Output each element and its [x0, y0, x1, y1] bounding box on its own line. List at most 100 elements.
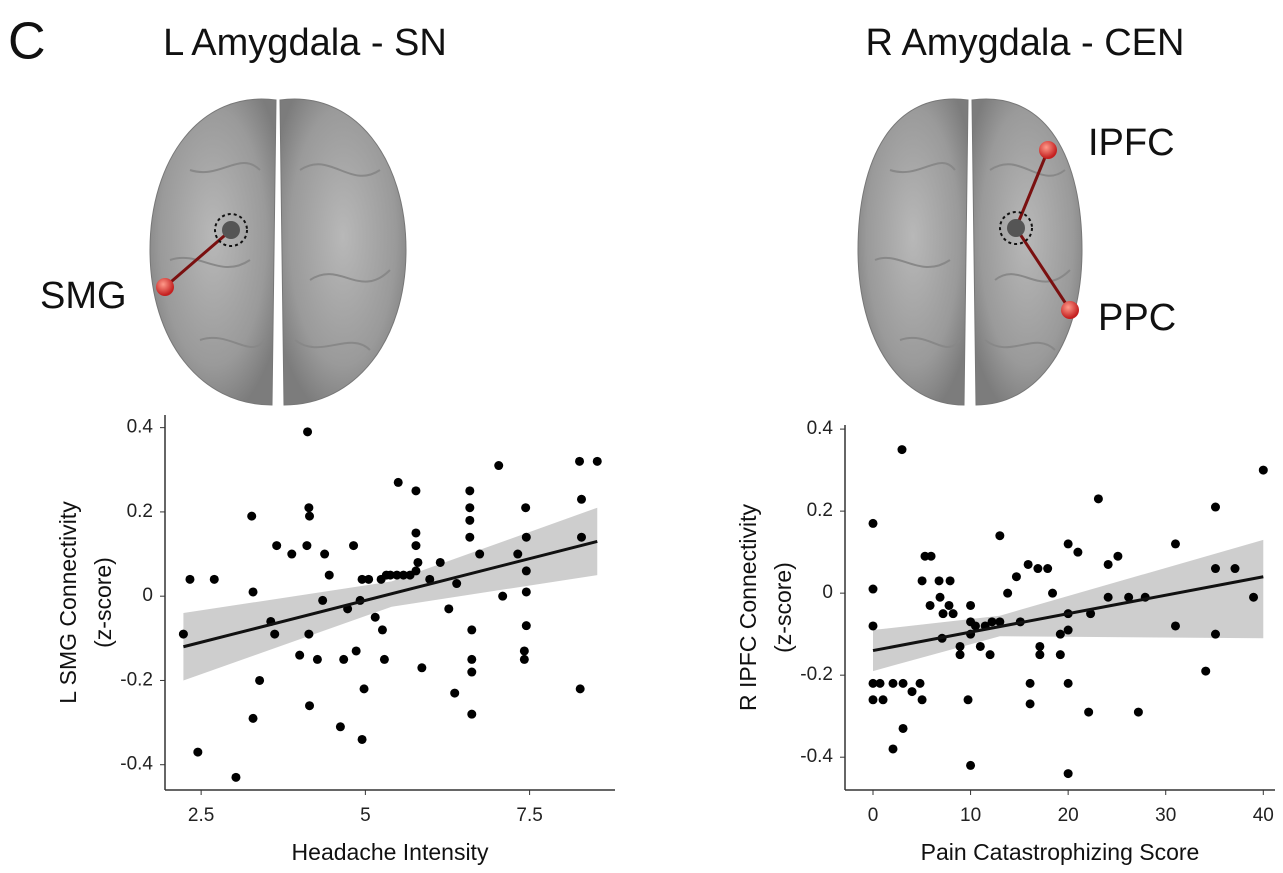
data-point: [185, 574, 195, 584]
data-point: [450, 688, 460, 698]
data-point: [1113, 551, 1123, 561]
data-point: [411, 566, 421, 576]
data-point: [1063, 769, 1073, 779]
data-point: [1170, 621, 1180, 631]
data-point: [966, 760, 976, 770]
y-tick-label: -0.2: [120, 669, 153, 690]
data-point: [915, 678, 925, 688]
data-point: [1055, 629, 1065, 639]
data-point: [312, 654, 322, 664]
data-point: [995, 617, 1005, 627]
data-point: [935, 592, 945, 602]
data-point: [907, 687, 917, 697]
data-point: [888, 744, 898, 754]
data-point: [963, 695, 973, 705]
data-point: [521, 621, 531, 631]
chart-title: R Amygdala - CEN: [866, 22, 1185, 64]
data-point: [955, 641, 965, 651]
fit-line: [872, 575, 1264, 653]
data-point: [417, 663, 427, 673]
data-point: [521, 532, 531, 542]
data-point: [1025, 699, 1035, 709]
data-point: [592, 456, 602, 466]
data-point: [944, 600, 954, 610]
data-point: [304, 629, 314, 639]
data-point: [379, 654, 389, 664]
data-point: [1035, 650, 1045, 660]
data-point: [898, 678, 908, 688]
data-point: [985, 650, 995, 660]
y-tick-label: 0: [142, 585, 153, 606]
data-point: [248, 713, 258, 723]
data-point: [521, 503, 531, 513]
data-point: [444, 604, 454, 614]
data-point: [1063, 625, 1073, 635]
data-point: [385, 570, 395, 580]
data-point: [335, 722, 345, 732]
data-point: [575, 684, 585, 694]
data-point: [178, 629, 188, 639]
region-label: SMG: [40, 275, 127, 317]
y-tick-label: 0: [822, 582, 833, 603]
data-point: [1033, 564, 1043, 574]
data-point: [425, 574, 435, 584]
data-point: [411, 486, 421, 496]
data-point: [1210, 564, 1220, 574]
data-point: [897, 445, 907, 455]
data-point: [465, 515, 475, 525]
data-point: [934, 576, 944, 586]
data-point: [868, 518, 878, 528]
x-tick-label: 40: [1253, 805, 1274, 826]
data-point: [370, 612, 380, 622]
x-tick-label: 7.5: [516, 805, 542, 826]
data-point: [304, 503, 314, 513]
data-point: [1025, 678, 1035, 688]
y-axis-label: (z-score): [90, 557, 116, 648]
y-tick-label: 0.2: [127, 501, 153, 522]
data-point: [575, 456, 585, 466]
data-point: [413, 557, 423, 567]
data-point: [349, 541, 359, 551]
data-point: [351, 646, 361, 656]
y-tick-label: -0.2: [800, 664, 833, 685]
data-point: [513, 549, 523, 559]
data-point: [1048, 588, 1058, 598]
data-point: [270, 629, 280, 639]
data-point: [987, 617, 997, 627]
fit-line: [183, 539, 598, 649]
data-point: [945, 576, 955, 586]
data-point: [1086, 609, 1096, 619]
data-point: [364, 574, 374, 584]
data-point: [411, 541, 421, 551]
data-point: [494, 461, 504, 471]
data-point: [1073, 547, 1083, 557]
data-point: [926, 551, 936, 561]
data-point: [1170, 539, 1180, 549]
data-point: [917, 576, 927, 586]
data-point: [521, 566, 531, 576]
y-axis-label: L SMG Connectivity: [55, 501, 81, 704]
x-tick-label: 30: [1155, 805, 1176, 826]
data-point: [475, 549, 485, 559]
data-point: [1063, 539, 1073, 549]
x-tick-label: 0: [868, 805, 879, 826]
data-point: [1103, 592, 1113, 602]
data-point: [1124, 592, 1134, 602]
y-tick-label: 0.4: [807, 418, 834, 439]
data-point: [193, 747, 203, 757]
data-point: [324, 570, 334, 580]
data-point: [435, 557, 445, 567]
x-tick-label: 5: [360, 805, 371, 826]
data-point: [1063, 678, 1073, 688]
data-point: [966, 600, 976, 610]
data-point: [1084, 707, 1094, 717]
data-point: [521, 587, 531, 597]
data-point: [305, 701, 315, 711]
data-point: [955, 650, 965, 660]
data-point: [868, 621, 878, 631]
data-point: [576, 532, 586, 542]
y-tick-label: 0.4: [127, 417, 154, 438]
data-point: [868, 678, 878, 688]
data-point: [465, 486, 475, 496]
data-point: [1003, 588, 1013, 598]
